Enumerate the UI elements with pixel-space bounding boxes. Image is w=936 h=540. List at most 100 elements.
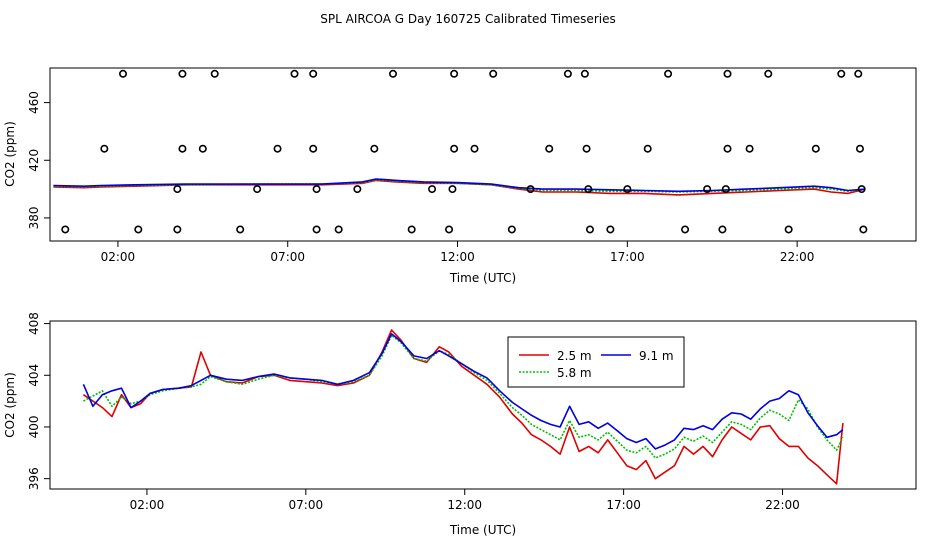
flag-point: [745, 144, 754, 153]
flag-point: [854, 69, 863, 78]
flag-point: [334, 225, 343, 234]
flag-point: [450, 144, 459, 153]
flag-point: [312, 225, 321, 234]
flag-point: [582, 144, 591, 153]
bottom-x-tick-label: 17:00: [606, 498, 641, 512]
legend-box: [507, 336, 685, 388]
legend: 2.5 m 9.1 m 5.8 m: [507, 336, 685, 388]
bottom-series-line-s91: [82, 333, 844, 450]
flag-point: [309, 69, 318, 78]
top-x-tick-label: 07:00: [270, 250, 305, 264]
flag-point: [855, 144, 864, 153]
top-x-tick-label: 12:00: [440, 250, 475, 264]
legend-label-2-5m: 2.5 m: [557, 349, 592, 363]
bottom-y-axis: 396 400 404 408: [27, 312, 50, 490]
flag-point: [784, 225, 793, 234]
top-plot-frame: [49, 67, 917, 242]
flag-point: [718, 225, 727, 234]
flag-point: [623, 185, 632, 194]
top-y-axis: 380 420 460: [27, 91, 50, 229]
flag-point: [173, 225, 182, 234]
flag-point: [721, 185, 730, 194]
flag-point: [526, 185, 535, 194]
top-x-axis: 02:00 07:00 12:00 17:00 22:00: [101, 241, 815, 264]
flag-point: [290, 69, 299, 78]
flag-point: [859, 225, 868, 234]
flag-point: [253, 185, 262, 194]
bottom-x-axis: 02:00 07:00 12:00 17:00 22:00: [130, 489, 800, 512]
flag-point: [236, 225, 245, 234]
flag-point: [312, 185, 321, 194]
flag-point: [448, 185, 457, 194]
bottom-panel: 02:00 07:00 12:00 17:00 22:00 396 400 404 408 T…: [3, 312, 917, 537]
top-x-tick-label: 02:00: [101, 250, 136, 264]
bottom-x-tick-label: 07:00: [289, 498, 324, 512]
top-x-tick-label: 22:00: [780, 250, 815, 264]
bottom-x-tick-label: 12:00: [447, 498, 482, 512]
top-series-line-s91: [53, 178, 866, 193]
bottom-y-label: CO2 (ppm): [3, 372, 17, 438]
flag-point: [580, 69, 589, 78]
flag-point: [178, 69, 187, 78]
flag-point: [100, 144, 109, 153]
flag-point: [407, 225, 416, 234]
top-y-tick-label: 460: [27, 91, 41, 114]
bottom-series-line-s58: [83, 334, 844, 459]
flag-point: [489, 69, 498, 78]
top-x-tick-label: 17:00: [610, 250, 645, 264]
top-series: [53, 178, 866, 196]
top-flag-points: [61, 69, 868, 234]
flag-point: [210, 69, 219, 78]
flag-point: [450, 69, 459, 78]
flag-point: [173, 185, 182, 194]
flag-point: [389, 69, 398, 78]
bottom-plot-frame: [49, 320, 917, 490]
flag-point: [664, 69, 673, 78]
flag-point: [703, 185, 712, 194]
bottom-y-tick-label: 404: [27, 364, 41, 387]
bottom-y-tick-label: 396: [27, 467, 41, 490]
bottom-x-label: Time (UTC): [449, 523, 516, 537]
bottom-series-line-s25: [82, 329, 844, 485]
flag-point: [563, 69, 572, 78]
flag-point: [545, 144, 554, 153]
flag-point: [61, 225, 70, 234]
flag-point: [428, 185, 437, 194]
flag-point: [507, 225, 516, 234]
flag-point: [178, 144, 187, 153]
top-y-label: CO2 (ppm): [3, 121, 17, 187]
flag-point: [585, 225, 594, 234]
bottom-x-tick-label: 02:00: [130, 498, 165, 512]
flag-point: [811, 144, 820, 153]
top-x-label: Time (UTC): [449, 271, 516, 285]
flag-point: [273, 144, 282, 153]
flag-point: [353, 185, 362, 194]
chart-title: SPL AIRCOA G Day 160725 Calibrated Times…: [320, 12, 615, 26]
legend-label-9-1m: 9.1 m: [639, 349, 674, 363]
bottom-series: [82, 329, 844, 485]
flag-point: [134, 225, 143, 234]
flag-point: [643, 144, 652, 153]
flag-point: [370, 144, 379, 153]
legend-label-5-8m: 5.8 m: [557, 366, 592, 380]
flag-point: [723, 69, 732, 78]
flag-point: [681, 225, 690, 234]
flag-point: [606, 225, 615, 234]
flag-point: [119, 69, 128, 78]
flag-point: [857, 185, 866, 194]
bottom-y-tick-label: 400: [27, 416, 41, 439]
top-y-tick-label: 420: [27, 149, 41, 172]
bottom-x-tick-label: 22:00: [765, 498, 800, 512]
flag-point: [309, 144, 318, 153]
flag-point: [445, 225, 454, 234]
flag-point: [837, 69, 846, 78]
flag-point: [198, 144, 207, 153]
flag-point: [584, 185, 593, 194]
flag-point: [723, 144, 732, 153]
flag-point: [470, 144, 479, 153]
top-y-tick-label: 380: [27, 206, 41, 229]
flag-point: [764, 69, 773, 78]
top-panel: 02:00 07:00 12:00 17:00 22:00 380 420 460 Time…: [3, 67, 917, 285]
bottom-y-tick-label: 408: [27, 312, 41, 335]
